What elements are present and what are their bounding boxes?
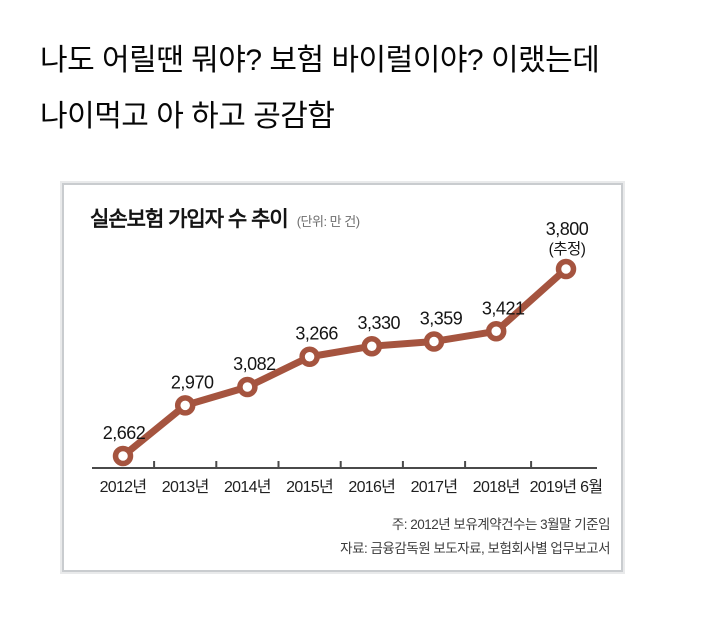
meme-caption: 나도 어릴땐 뭐야? 보험 바이럴이야? 이랬는데 나이먹고 아 하고 공감함 (40, 33, 680, 145)
insurance-subscribers-chart: 실손보험 가입자 수 추이 (단위: 만 건) 2,662 2,970 3,082 3,… (62, 183, 623, 572)
chart-unit-label: (단위: 만 건) (296, 214, 360, 229)
chart-note-1: 주: 2012년 보유계약건수는 3월말 기준임 (391, 517, 611, 532)
value-label: 2,970 (171, 372, 214, 392)
value-label: 2,662 (103, 423, 146, 443)
data-point-marker (299, 346, 320, 367)
value-label: 3,359 (420, 308, 463, 328)
value-label: 3,082 (233, 354, 276, 374)
x-axis-label: 2013년 (162, 478, 209, 496)
estimate-annotation: (추정) (549, 240, 586, 258)
value-label: 3,330 (358, 313, 401, 333)
chart-header: 실손보험 가입자 수 추이 (단위: 만 건) (90, 203, 360, 233)
x-axis-label: 2018년 (473, 478, 520, 496)
data-point-marker (361, 335, 383, 357)
caption-line-2: 나이먹고 아 하고 공감함 (40, 100, 335, 133)
chart-title: 실손보험 가입자 수 추이 (90, 208, 289, 231)
x-axis-label: 2014년 (224, 478, 271, 496)
x-axis-label: 2019년 6월 (530, 478, 603, 496)
data-point-marker (555, 258, 577, 280)
caption-line-1: 나도 어릴땐 뭐야? 보험 바이럴이야? 이랬는데 (40, 44, 600, 77)
data-point-marker (174, 395, 196, 416)
line-chart-svg: 2,662 2,970 3,082 3,266 3,330 3,359 3,421 3,800… (92, 219, 603, 496)
data-point-marker (112, 445, 134, 467)
chart-notes: 주: 2012년 보유계약건수는 3월말 기준임 자료: 금융감독원 보도자료,… (340, 513, 610, 561)
x-axis-label: 2016년 (348, 478, 395, 496)
data-point-marker (423, 331, 445, 352)
x-axis-label: 2015년 (286, 478, 333, 496)
data-point-marker (485, 321, 507, 342)
value-label: 3,800 (546, 219, 589, 239)
x-axis-label: 2012년 (100, 478, 147, 496)
data-point-marker (237, 376, 258, 398)
value-label: 3,266 (295, 324, 338, 344)
value-label: 3,421 (482, 298, 525, 318)
x-axis-label: 2017년 (411, 478, 458, 496)
trend-line (119, 265, 570, 460)
chart-note-2: 자료: 금융감독원 보도자료, 보험회사별 업무보고서 (340, 541, 610, 556)
